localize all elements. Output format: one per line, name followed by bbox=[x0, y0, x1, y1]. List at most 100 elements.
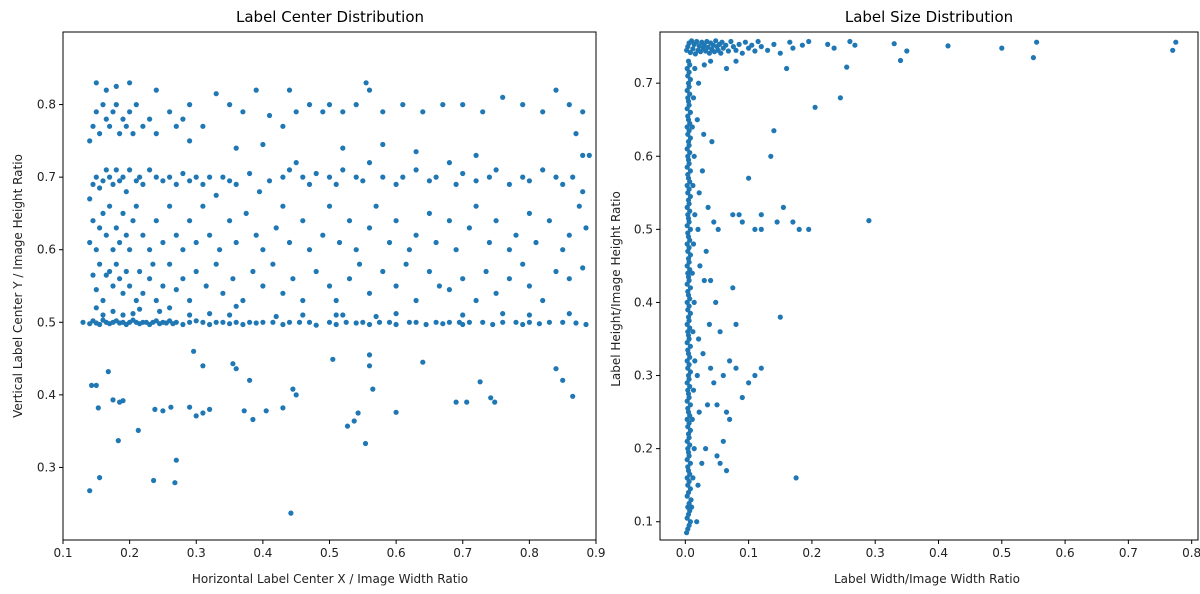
x-tick-label: 0.1 bbox=[53, 546, 72, 560]
data-point bbox=[230, 276, 236, 282]
data-point bbox=[270, 319, 276, 325]
data-point bbox=[436, 283, 442, 289]
data-point bbox=[866, 218, 872, 224]
data-point bbox=[233, 239, 239, 246]
data-point bbox=[97, 185, 103, 191]
data-point bbox=[370, 386, 376, 392]
data-point bbox=[133, 102, 139, 108]
data-point bbox=[100, 297, 106, 304]
data-point bbox=[768, 153, 774, 159]
data-point bbox=[806, 38, 812, 45]
data-point bbox=[701, 42, 707, 48]
data-point bbox=[280, 174, 286, 180]
data-point bbox=[247, 170, 253, 177]
data-point bbox=[573, 320, 579, 326]
y-tick-label: 0.4 bbox=[634, 295, 653, 309]
data-point bbox=[386, 239, 393, 246]
data-point bbox=[253, 320, 259, 326]
data-point bbox=[193, 318, 199, 324]
y-tick-label: 0.6 bbox=[37, 243, 56, 257]
data-point bbox=[758, 212, 764, 218]
data-point bbox=[687, 285, 694, 291]
data-point bbox=[253, 232, 259, 238]
data-point bbox=[413, 167, 419, 173]
data-point bbox=[733, 58, 739, 64]
data-point bbox=[690, 182, 696, 189]
data-point bbox=[540, 109, 546, 115]
data-point bbox=[780, 204, 787, 210]
data-point bbox=[687, 383, 693, 390]
data-point bbox=[153, 87, 159, 93]
data-point bbox=[187, 178, 193, 184]
data-point bbox=[689, 416, 695, 422]
data-point bbox=[423, 321, 429, 328]
data-point bbox=[453, 181, 459, 187]
data-point bbox=[180, 321, 186, 328]
data-point bbox=[694, 519, 700, 525]
data-point bbox=[573, 131, 579, 137]
data-point bbox=[80, 319, 86, 325]
data-point bbox=[706, 50, 713, 56]
y-tick-label: 0.3 bbox=[37, 460, 56, 474]
data-point bbox=[717, 329, 723, 335]
data-point bbox=[97, 131, 103, 137]
data-point bbox=[207, 311, 213, 317]
data-point bbox=[692, 212, 698, 218]
data-point bbox=[90, 218, 96, 224]
x-tick-label: 0.5 bbox=[992, 546, 1011, 560]
data-point bbox=[87, 138, 93, 144]
data-point bbox=[727, 416, 733, 422]
data-point bbox=[699, 460, 705, 466]
data-point bbox=[784, 65, 790, 72]
data-point bbox=[133, 178, 139, 184]
data-point bbox=[687, 519, 694, 525]
data-point bbox=[353, 102, 359, 108]
data-point bbox=[173, 319, 179, 325]
data-point bbox=[240, 109, 246, 115]
data-point bbox=[520, 102, 526, 108]
data-point bbox=[687, 310, 694, 316]
data-point bbox=[113, 225, 119, 231]
data-point bbox=[446, 160, 452, 166]
data-point bbox=[687, 402, 694, 408]
y-tick-label: 0.5 bbox=[37, 315, 56, 329]
data-point bbox=[460, 276, 466, 282]
data-point bbox=[546, 319, 553, 325]
data-point bbox=[746, 380, 752, 386]
data-point bbox=[714, 453, 720, 459]
data-point bbox=[583, 225, 589, 231]
data-point bbox=[313, 322, 319, 328]
data-point bbox=[708, 277, 714, 284]
data-point bbox=[709, 139, 715, 145]
data-point bbox=[213, 261, 219, 267]
x-tick-label: 0.2 bbox=[120, 546, 139, 560]
x-tick-label: 0.7 bbox=[453, 546, 472, 560]
data-point bbox=[690, 95, 697, 101]
data-point bbox=[243, 210, 249, 216]
data-point bbox=[300, 174, 306, 180]
y-tick-label: 0.5 bbox=[634, 222, 653, 236]
data-point bbox=[330, 356, 336, 362]
data-point bbox=[113, 167, 119, 173]
x-tick-label: 0.1 bbox=[739, 546, 758, 560]
data-point bbox=[685, 405, 691, 411]
data-point bbox=[705, 44, 711, 50]
data-point bbox=[460, 321, 466, 328]
data-point bbox=[765, 47, 771, 53]
data-point bbox=[380, 141, 386, 148]
data-point bbox=[406, 247, 412, 253]
data-point bbox=[167, 109, 173, 115]
data-point bbox=[684, 475, 690, 481]
data-point bbox=[433, 239, 439, 246]
data-point bbox=[695, 482, 701, 488]
data-point bbox=[687, 135, 694, 141]
data-point bbox=[690, 475, 696, 481]
data-point bbox=[713, 299, 719, 305]
data-point bbox=[714, 402, 720, 408]
data-point bbox=[736, 212, 742, 218]
data-point bbox=[945, 43, 951, 49]
data-point bbox=[133, 297, 139, 304]
data-point bbox=[852, 42, 858, 48]
data-point bbox=[790, 219, 796, 225]
data-point bbox=[137, 306, 143, 312]
